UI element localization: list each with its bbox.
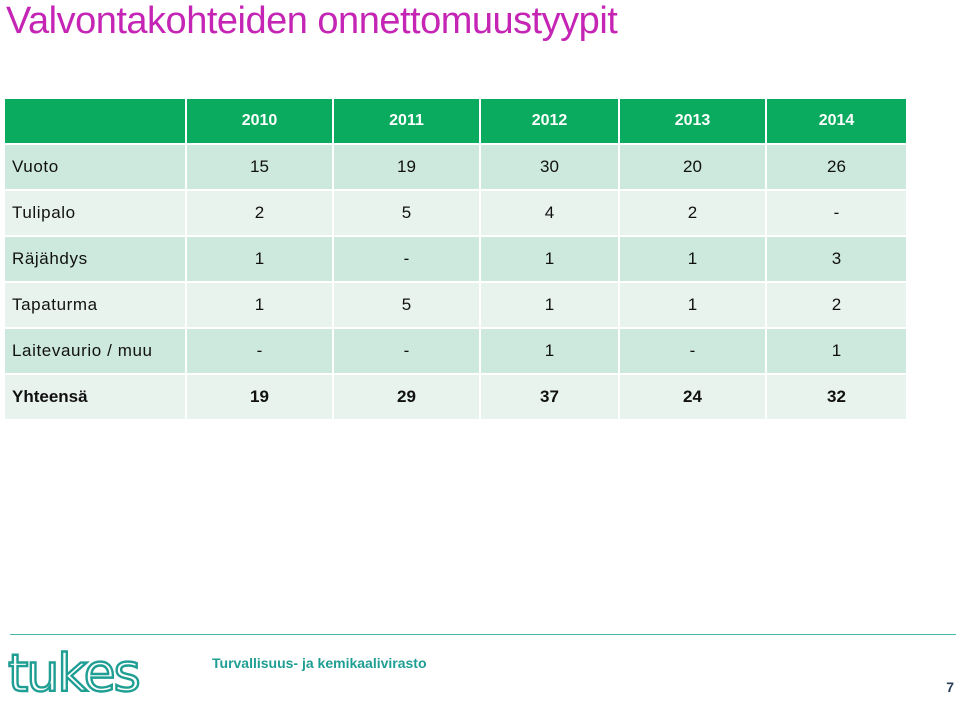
total-cell: 24	[618, 373, 767, 421]
table-row: Tapaturma 1 5 1 1 2	[3, 281, 908, 329]
agency-name: Turvallisuus- ja kemikaalivirasto	[212, 655, 427, 671]
table-cell: 5	[332, 189, 481, 237]
table-cell: 2	[765, 281, 908, 329]
table-cell: 26	[765, 143, 908, 191]
total-cell: 32	[765, 373, 908, 421]
table-cell: 1	[185, 281, 334, 329]
table-cell: 1	[618, 235, 767, 283]
table-cell: -	[332, 235, 481, 283]
table-cell: 5	[332, 281, 481, 329]
table-cell: 2	[618, 189, 767, 237]
slide-title: Valvontakohteiden onnettomuustyypit	[6, 0, 618, 42]
table-cell: 1	[479, 327, 620, 375]
total-cell: 19	[185, 373, 334, 421]
table-cell: 1	[765, 327, 908, 375]
page-number: 7	[946, 679, 954, 695]
header-corner-cell	[3, 97, 187, 145]
row-label: Räjähdys	[3, 235, 187, 283]
row-label: Vuoto	[3, 143, 187, 191]
table-row: Vuoto 15 19 30 20 26	[3, 143, 908, 191]
total-row: Yhteensä 19 29 37 24 32	[3, 373, 908, 421]
table-row: Tulipalo 2 5 4 2 -	[3, 189, 908, 237]
year-header: 2010	[185, 97, 334, 145]
year-header: 2013	[618, 97, 767, 145]
logo-wordmark: tukes	[8, 645, 139, 697]
table-row: Räjähdys 1 - 1 1 3	[3, 235, 908, 283]
footer-divider	[10, 634, 956, 635]
table-cell: 4	[479, 189, 620, 237]
table-cell: 1	[479, 281, 620, 329]
year-header: 2012	[479, 97, 620, 145]
table-cell: 15	[185, 143, 334, 191]
table-cell: 3	[765, 235, 908, 283]
year-header: 2011	[332, 97, 481, 145]
table-cell: -	[618, 327, 767, 375]
accident-types-table: 2010 2011 2012 2013 2014 Vuoto 15 19 30 …	[3, 97, 908, 421]
year-header: 2014	[765, 97, 908, 145]
total-cell: 37	[479, 373, 620, 421]
row-label: Laitevaurio / muu	[3, 327, 187, 375]
table-cell: 2	[185, 189, 334, 237]
row-label: Tapaturma	[3, 281, 187, 329]
table-row: Laitevaurio / muu - - 1 - 1	[3, 327, 908, 375]
table-cell: -	[185, 327, 334, 375]
table-cell: 19	[332, 143, 481, 191]
table-cell: 1	[479, 235, 620, 283]
total-label: Yhteensä	[3, 373, 187, 421]
table-header-row: 2010 2011 2012 2013 2014	[3, 97, 908, 145]
table-cell: 1	[185, 235, 334, 283]
table-cell: 1	[618, 281, 767, 329]
table-cell: -	[332, 327, 481, 375]
row-label: Tulipalo	[3, 189, 187, 237]
table-cell: 30	[479, 143, 620, 191]
tukes-logo: tukes	[7, 643, 150, 702]
table-cell: -	[765, 189, 908, 237]
table-cell: 20	[618, 143, 767, 191]
total-cell: 29	[332, 373, 481, 421]
